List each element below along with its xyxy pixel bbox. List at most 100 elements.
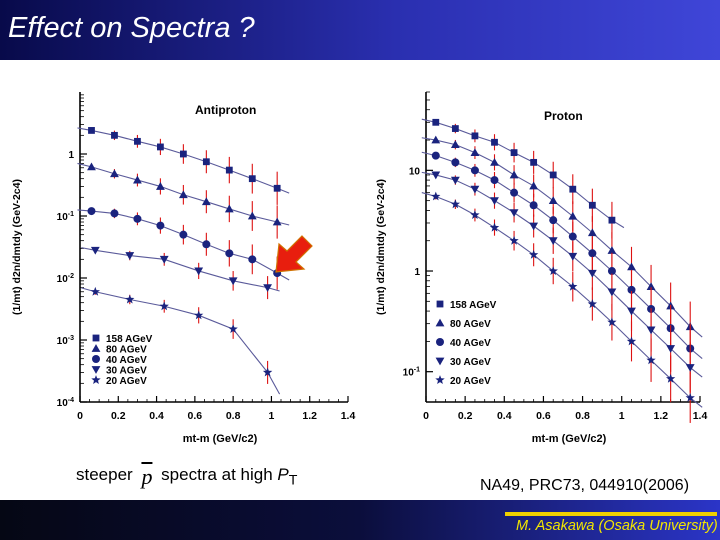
legend-label: 40 AGeV: [450, 338, 491, 349]
data-point: [607, 288, 617, 297]
data-point: [627, 285, 636, 294]
data-point: [157, 143, 164, 151]
data-point: [156, 182, 165, 190]
legend-marker: [436, 300, 444, 308]
legend-label: 80 AGeV: [450, 319, 491, 330]
y-axis-label: (1/mt) d2n/dmtdy (GeV-2c4): [11, 179, 23, 315]
data-point: [248, 255, 257, 264]
fit-line: [421, 171, 703, 378]
data-point: [179, 150, 187, 158]
data-point: [509, 209, 519, 218]
legend-marker: [435, 318, 445, 327]
data-point: [202, 240, 211, 249]
data-point: [470, 185, 480, 194]
data-point: [588, 249, 597, 258]
data-point: [451, 125, 459, 132]
data-point: [225, 249, 234, 258]
y-tick-label: 1: [68, 150, 74, 161]
x-axis-label: mt-m (GeV/c2): [532, 433, 607, 445]
data-point: [490, 176, 499, 185]
legend-label: 30 AGeV: [450, 357, 491, 368]
data-point: [125, 294, 135, 304]
series-80-agev: [77, 162, 290, 239]
data-point: [549, 171, 557, 179]
series-40-agev: [421, 151, 703, 374]
y-tick-label: 10-2: [57, 273, 74, 285]
data-point: [431, 135, 441, 144]
data-point: [262, 367, 273, 377]
data-point: [247, 211, 257, 220]
data-point: [133, 175, 142, 184]
data-point: [110, 209, 119, 218]
data-point: [509, 235, 519, 245]
data-point: [471, 132, 479, 140]
data-point: [431, 191, 441, 201]
data-point: [587, 299, 597, 308]
data-point: [470, 210, 480, 219]
data-point: [568, 281, 578, 291]
legend-marker: [435, 375, 445, 384]
x-tick-label: 0.8: [575, 410, 590, 422]
data-point: [450, 199, 460, 209]
data-point: [272, 217, 282, 226]
legend-marker: [435, 357, 445, 366]
data-point: [90, 286, 100, 296]
data-point: [450, 176, 460, 185]
data-point: [133, 214, 142, 223]
series-40-agev: [77, 207, 290, 290]
data-point: [510, 149, 518, 157]
axes: 0 0.2 0.4 0.6 0.8 1 1.2 1.4 10-1 1 10: [403, 91, 707, 422]
data-point: [588, 201, 596, 209]
footer-bar: [0, 500, 720, 540]
y-axis-label: (1/mt) d2n/dmtdy (GeV-2c4): [375, 179, 387, 315]
data-point: [607, 246, 617, 254]
x-tick-label: 1: [269, 410, 275, 422]
data-point: [608, 216, 616, 224]
data-point: [431, 151, 440, 160]
chart-title: Antiproton: [195, 103, 256, 117]
data-point: [179, 230, 188, 239]
data-point: [529, 201, 538, 210]
y-tick-label: 10-3: [57, 335, 74, 347]
x-tick-label: 0: [423, 410, 429, 422]
chart-title: Proton: [544, 109, 583, 123]
data-point: [569, 185, 577, 193]
y-tick-label: 10-1: [57, 211, 74, 223]
x-tick-label: 0.2: [111, 410, 126, 422]
data-point: [646, 355, 656, 365]
x-tick-label: 1: [619, 410, 625, 422]
fit-line: [81, 287, 281, 395]
footer-accent-line: [505, 512, 717, 516]
legend-label: 20 AGeV: [106, 376, 147, 387]
caption-pt: P: [277, 465, 289, 484]
x-tick-label: 0.4: [497, 410, 512, 422]
legend-label: 20 AGeV: [450, 376, 491, 387]
series-30-agev: [81, 246, 280, 300]
footer-author: M. Asakawa (Osaka University): [516, 518, 718, 534]
data-point: [685, 392, 695, 402]
caption-pt-sub: T: [288, 472, 298, 489]
legend-marker: [91, 344, 101, 352]
legend-label: 30 AGeV: [106, 366, 147, 377]
data-point: [273, 184, 281, 192]
data-point: [529, 222, 539, 231]
caption: steeper p spectra at high PT: [76, 460, 298, 489]
y-tick-label: 10: [409, 166, 421, 177]
x-tick-label: 0.8: [226, 410, 241, 422]
data-point: [510, 188, 519, 197]
legend-marker: [91, 366, 101, 374]
fit-line: [77, 209, 290, 281]
x-tick-label: 1.2: [654, 410, 669, 422]
data-point: [88, 127, 95, 134]
data-point: [490, 197, 499, 206]
data-point: [568, 211, 578, 220]
data-point: [470, 166, 479, 175]
data-point: [432, 118, 440, 126]
legend-label: 158 AGeV: [106, 334, 153, 345]
data-point: [685, 364, 695, 372]
data-point: [549, 216, 558, 225]
legend-marker: [91, 375, 101, 384]
data-point: [587, 269, 597, 278]
